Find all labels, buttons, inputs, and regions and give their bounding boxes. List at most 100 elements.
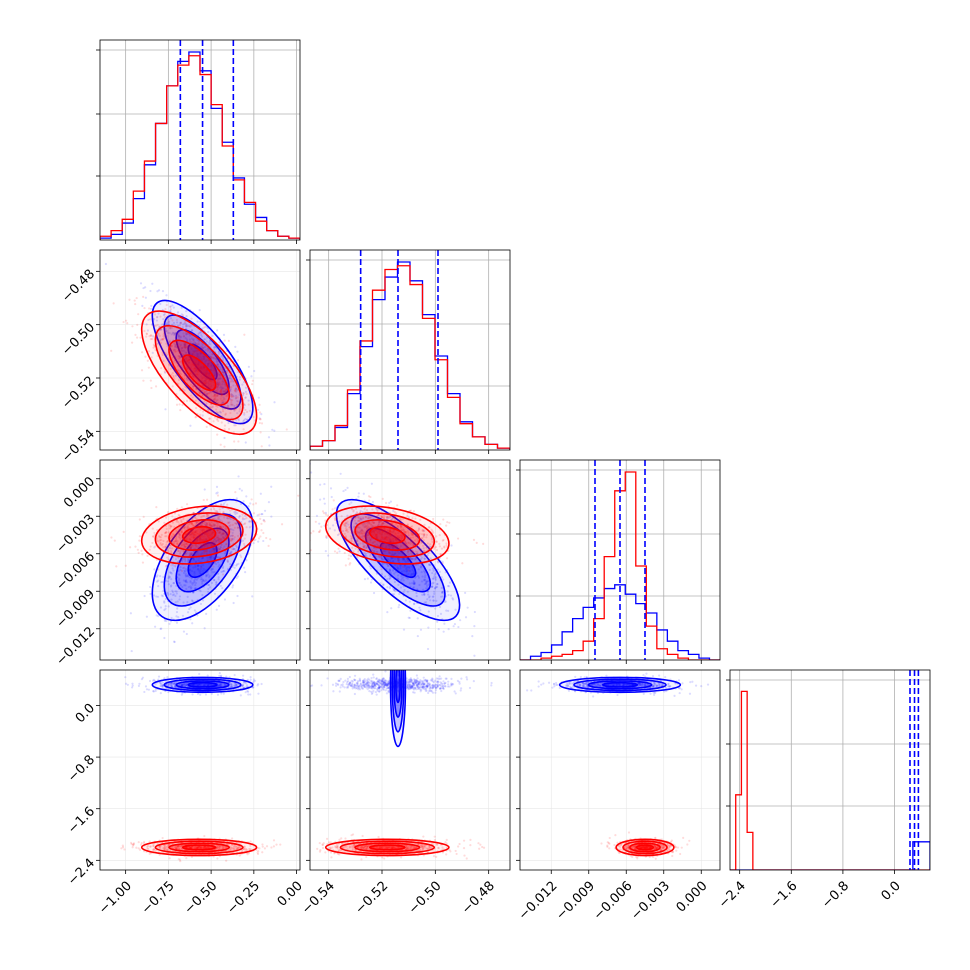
point bbox=[179, 568, 182, 572]
point bbox=[244, 682, 247, 685]
point bbox=[179, 343, 183, 346]
point bbox=[181, 326, 184, 329]
point bbox=[176, 311, 180, 314]
point bbox=[432, 599, 435, 602]
point bbox=[192, 557, 195, 560]
point bbox=[236, 526, 239, 529]
point bbox=[151, 351, 154, 354]
point bbox=[432, 569, 435, 572]
point bbox=[152, 335, 155, 338]
point bbox=[452, 625, 455, 628]
point bbox=[177, 616, 180, 619]
point bbox=[403, 558, 406, 561]
point bbox=[192, 363, 195, 366]
point bbox=[207, 516, 210, 519]
point bbox=[201, 528, 205, 532]
point bbox=[168, 622, 171, 626]
point bbox=[407, 516, 410, 519]
point bbox=[183, 566, 186, 569]
point bbox=[202, 346, 205, 350]
point bbox=[202, 510, 205, 513]
point bbox=[211, 533, 214, 536]
point bbox=[209, 524, 212, 527]
point bbox=[194, 399, 197, 402]
point bbox=[152, 346, 155, 349]
point bbox=[207, 392, 211, 395]
point bbox=[195, 415, 198, 418]
point bbox=[219, 525, 222, 528]
point bbox=[363, 531, 366, 534]
point bbox=[195, 343, 199, 346]
point bbox=[176, 332, 180, 336]
point bbox=[181, 585, 184, 589]
point bbox=[222, 569, 226, 573]
point bbox=[346, 528, 349, 531]
point bbox=[369, 538, 372, 541]
point bbox=[203, 684, 206, 687]
point bbox=[218, 538, 221, 541]
point bbox=[387, 515, 390, 518]
point bbox=[124, 564, 127, 567]
point bbox=[236, 350, 239, 353]
point bbox=[174, 682, 177, 685]
point bbox=[179, 565, 182, 569]
point bbox=[171, 304, 174, 307]
point bbox=[183, 389, 186, 392]
contour-1 bbox=[354, 519, 421, 551]
point bbox=[368, 565, 371, 568]
point bbox=[220, 570, 223, 574]
point bbox=[188, 339, 191, 343]
point bbox=[198, 536, 202, 540]
point bbox=[211, 517, 214, 520]
point bbox=[160, 594, 163, 597]
point bbox=[166, 315, 169, 318]
point bbox=[366, 524, 369, 527]
point bbox=[378, 556, 381, 559]
point bbox=[219, 383, 222, 386]
point bbox=[346, 486, 349, 490]
point bbox=[330, 495, 333, 499]
point bbox=[179, 529, 182, 533]
point bbox=[199, 570, 202, 573]
point bbox=[214, 395, 217, 399]
point bbox=[388, 537, 392, 541]
point bbox=[359, 518, 362, 521]
point bbox=[153, 345, 156, 348]
point bbox=[394, 563, 397, 567]
point bbox=[321, 510, 325, 513]
point bbox=[411, 542, 414, 545]
point bbox=[186, 600, 189, 604]
point bbox=[245, 685, 248, 688]
point bbox=[193, 341, 196, 344]
point bbox=[230, 683, 233, 687]
point bbox=[198, 520, 201, 523]
point bbox=[182, 579, 185, 582]
point bbox=[168, 547, 172, 550]
point bbox=[185, 360, 189, 363]
point bbox=[193, 364, 196, 367]
point bbox=[466, 606, 469, 609]
point bbox=[170, 682, 173, 685]
point bbox=[216, 522, 220, 525]
point bbox=[236, 412, 239, 415]
point bbox=[262, 531, 265, 535]
point bbox=[199, 568, 202, 571]
point bbox=[215, 510, 218, 513]
point bbox=[216, 398, 219, 401]
point bbox=[421, 593, 424, 596]
point bbox=[346, 520, 349, 523]
point bbox=[173, 640, 176, 644]
point bbox=[260, 513, 263, 516]
point bbox=[202, 358, 206, 361]
point bbox=[423, 534, 426, 537]
point bbox=[344, 522, 347, 525]
point bbox=[387, 544, 391, 547]
point bbox=[174, 374, 178, 377]
point bbox=[185, 682, 188, 685]
point bbox=[168, 339, 171, 342]
point bbox=[218, 538, 221, 541]
point bbox=[201, 599, 205, 602]
point bbox=[187, 559, 190, 562]
point bbox=[199, 366, 202, 370]
point bbox=[208, 556, 212, 559]
